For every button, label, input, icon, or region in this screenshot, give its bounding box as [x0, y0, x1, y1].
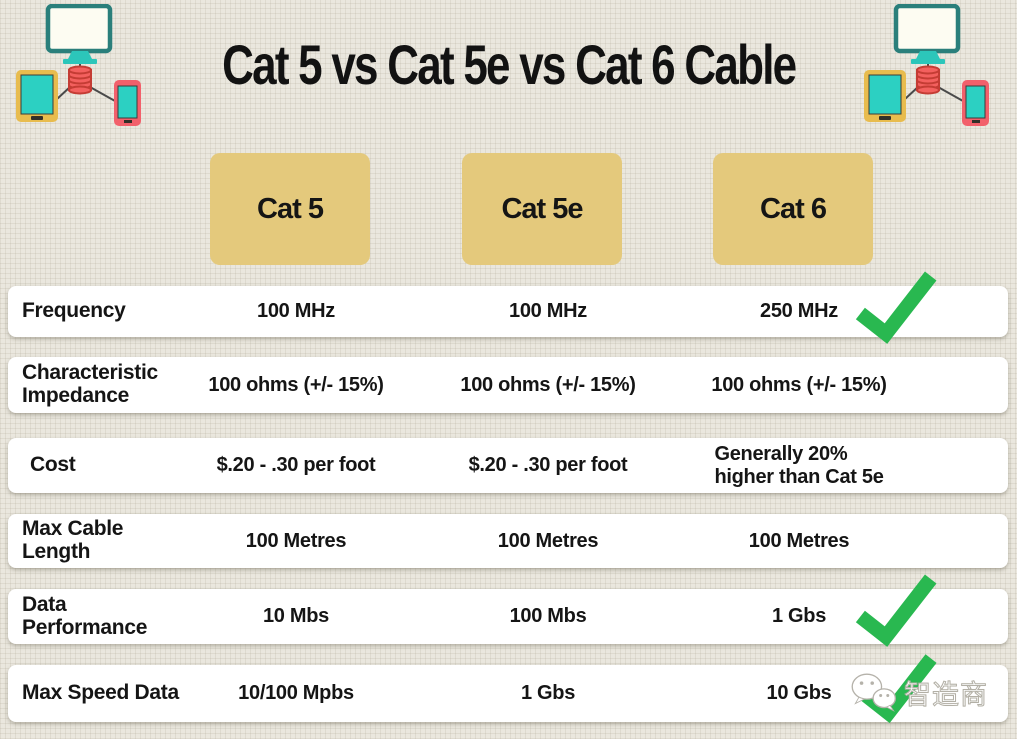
- row-label: Data Performance: [22, 592, 148, 639]
- cat5-value: $.20 - .30 per foot: [216, 454, 376, 476]
- cat5-value: 10 Mbs: [262, 605, 329, 627]
- cat5-value: 100 ohms (+/- 15%): [208, 373, 384, 396]
- page-title: Cat 5 vs Cat 5e vs Cat 6 Cable: [0, 34, 1017, 97]
- cat5e-value: $.20 - .30 per foot: [468, 454, 628, 476]
- cat6-value: 100 Metres: [748, 529, 850, 552]
- cat6-value: 10 Gbs: [766, 682, 832, 704]
- column-header-label: Cat 5: [257, 192, 324, 225]
- cat5-value: 100 Metres: [245, 529, 347, 552]
- table-row-max-speed-data: Max Speed Data 10/100 Mpbs 1 Gbs 10 Gbs: [8, 665, 1008, 722]
- watermark-text: 智造商: [904, 679, 988, 710]
- column-header-cat5: Cat 5: [210, 153, 370, 265]
- cat5e-value: 100 ohms (+/- 15%): [460, 373, 636, 396]
- row-label: Frequency: [22, 299, 126, 323]
- row-label: Characteristic Impedance: [22, 361, 158, 407]
- row-label: Max Speed Data: [22, 681, 179, 705]
- page-title-text: Cat 5 vs Cat 5e vs Cat 6 Cable: [221, 33, 797, 97]
- cat5-value: 100 MHz: [257, 300, 335, 322]
- green-checkmark-icon: [854, 269, 938, 347]
- cat5e-value: 100 Mbs: [509, 605, 587, 627]
- cat6-value: 100 ohms (+/- 15%): [711, 373, 887, 396]
- cat5e-value: 100 Metres: [497, 529, 599, 552]
- table-row-frequency: Frequency 100 MHz 100 MHz 250 MHz: [8, 286, 1008, 337]
- row-label: Max Cable Length: [22, 517, 124, 563]
- cat5e-value: 100 MHz: [509, 300, 587, 322]
- watermark: 智造商: [850, 671, 988, 713]
- cat6-value: 250 MHz: [760, 300, 838, 322]
- table-row-data-performance: Data Performance 10 Mbs 100 Mbs 1 Gbs: [8, 589, 1008, 644]
- cat6-value: 1 Gbs: [771, 605, 827, 627]
- column-header-cat5e: Cat 5e: [462, 153, 622, 265]
- column-header-cat6: Cat 6: [713, 153, 873, 265]
- cat5-value: 10/100 Mpbs: [238, 682, 354, 704]
- row-label: Cost: [30, 453, 76, 477]
- table-row-cost: Cost $.20 - .30 per foot $.20 - .30 per …: [8, 438, 1008, 493]
- table-row-max-cable-length: Max Cable Length 100 Metres 100 Metres 1…: [8, 514, 1008, 568]
- table-row-characteristic-impedance: Characteristic Impedance 100 ohms (+/- 1…: [8, 357, 1008, 413]
- cat6-value: Generally 20% higher than Cat 5e: [714, 442, 884, 488]
- green-checkmark-icon: [854, 572, 938, 650]
- cat5e-value: 1 Gbs: [520, 682, 576, 704]
- column-header-label: Cat 5e: [501, 192, 583, 225]
- wechat-icon: [850, 671, 898, 713]
- column-header-label: Cat 6: [760, 192, 827, 225]
